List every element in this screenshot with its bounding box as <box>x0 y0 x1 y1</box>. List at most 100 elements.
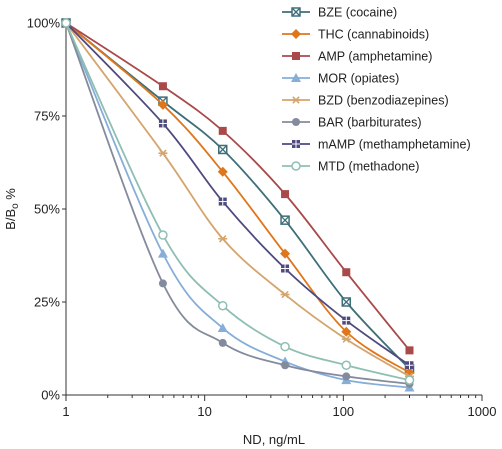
marker-open-circle <box>291 161 301 171</box>
marker-circle <box>281 361 290 370</box>
data-point <box>291 96 301 104</box>
series-line <box>65 22 411 351</box>
marker-triangle <box>157 248 168 258</box>
marker-triangle <box>291 73 301 82</box>
data-point <box>280 290 290 299</box>
legend-item: THC (cannabinoids) <box>282 28 429 42</box>
marker-circle <box>158 279 167 288</box>
data-point <box>291 161 301 171</box>
y-tick-label: 0% <box>41 388 60 403</box>
data-point <box>217 300 228 311</box>
marker-circle <box>218 338 227 347</box>
marker-square <box>405 346 414 355</box>
data-point <box>281 264 290 273</box>
marker-cross-b <box>280 215 290 225</box>
data-point <box>218 338 227 347</box>
legend-label: THC (cannabinoids) <box>318 28 429 42</box>
x-tick-label: 1 <box>62 404 69 419</box>
series-layer <box>61 18 415 392</box>
legend-label: mAMP (methamphetamine) <box>318 138 471 152</box>
legend-item: MTD (methadone) <box>282 160 419 174</box>
legend-item: AMP (amphetamine) <box>282 50 432 64</box>
marker-diamond <box>157 99 168 110</box>
legend-label: BZE (cocaine) <box>318 6 397 20</box>
legend-label: BZD (benzodiazepines) <box>318 94 449 108</box>
axes: 0% 25% 50% 75% 100% 1 10 100 1000 <box>27 16 497 420</box>
marker-diamond <box>341 326 352 337</box>
data-point <box>280 215 290 225</box>
data-point <box>341 360 352 370</box>
marker-triangle <box>217 323 228 333</box>
data-point <box>280 341 290 352</box>
data-point <box>281 361 290 370</box>
marker-cross-b <box>218 145 228 154</box>
marker-open-circle <box>341 360 352 370</box>
marker-diamond <box>280 248 291 259</box>
legend-item: mAMP (methamphetamine) <box>282 138 471 152</box>
y-tick-label: 75% <box>34 109 60 124</box>
data-point <box>291 73 301 82</box>
data-point <box>217 323 228 333</box>
series-3 <box>62 19 414 355</box>
data-point <box>158 119 167 128</box>
series-line <box>65 22 411 370</box>
marker-diamond <box>291 29 301 39</box>
y-tick-label: 100% <box>27 16 61 31</box>
data-point <box>405 346 414 355</box>
data-point <box>341 335 351 343</box>
x-tick-label: 1000 <box>468 404 497 419</box>
marker-open-circle <box>61 18 71 28</box>
marker-diamond <box>217 166 228 177</box>
data-point <box>342 268 351 277</box>
data-point <box>158 230 168 240</box>
legend-label: AMP (amphetamine) <box>318 50 432 64</box>
marker-circle <box>342 372 351 381</box>
marker-square <box>281 190 290 199</box>
data-point <box>217 166 228 177</box>
data-point <box>157 248 168 258</box>
data-point <box>341 326 352 337</box>
y-axis-title: B/Bo % <box>3 188 21 230</box>
legend-label: MOR (opiates) <box>318 72 399 86</box>
data-point <box>292 140 300 148</box>
y-axis-title-sub: o <box>10 203 21 209</box>
data-point <box>291 7 301 17</box>
data-point <box>281 190 290 199</box>
y-axis-title-suffix: % <box>3 188 18 204</box>
marker-open-circle <box>280 341 290 352</box>
marker-open-circle <box>217 300 228 311</box>
legend-label: MTD (methadone) <box>318 160 419 174</box>
data-point <box>158 82 167 91</box>
data-point <box>342 372 351 381</box>
series-8 <box>61 18 415 385</box>
data-point <box>280 248 291 259</box>
data-point <box>404 375 415 385</box>
x-axis-title: ND, ng/mL <box>243 432 305 447</box>
x-tick-label: 100 <box>332 404 354 419</box>
legend: BZE (cocaine) THC (cannabinoids) AMP (amph… <box>282 6 471 174</box>
data-point <box>292 118 300 126</box>
y-axis-title-main: B/B <box>3 209 18 230</box>
marker-cross-b <box>341 297 351 307</box>
data-point <box>157 99 168 110</box>
legend-item: MOR (opiates) <box>282 72 399 86</box>
data-point <box>217 144 228 155</box>
series-2 <box>61 18 415 378</box>
legend-item: BZE (cocaine) <box>282 6 397 20</box>
y-tick-label: 50% <box>34 202 60 217</box>
marker-square <box>342 268 351 277</box>
data-point <box>405 361 414 370</box>
data-point <box>218 235 228 243</box>
data-point <box>61 18 71 28</box>
marker-open-circle <box>158 230 168 240</box>
data-point <box>341 297 352 307</box>
data-point <box>158 279 167 288</box>
legend-label: BAR (barbiturates) <box>318 116 422 130</box>
marker-star-c <box>292 96 300 104</box>
marker-open-circle <box>404 375 415 385</box>
marker-circle <box>292 118 300 126</box>
data-point <box>218 126 227 135</box>
data-point <box>291 29 301 39</box>
marker-square <box>292 52 300 60</box>
